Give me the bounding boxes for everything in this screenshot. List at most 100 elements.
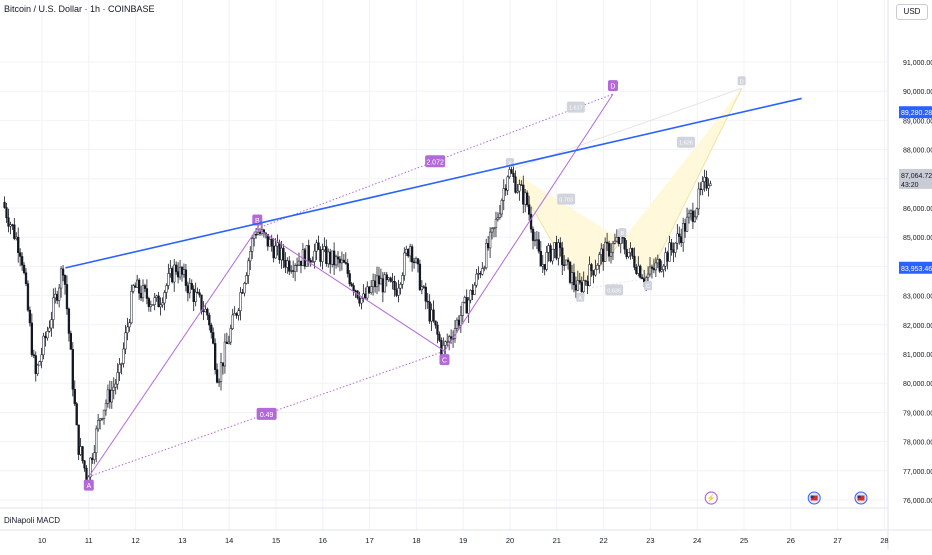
candle-down <box>457 319 461 326</box>
candle-down <box>329 251 332 265</box>
candle-up <box>98 418 102 421</box>
candle-up <box>124 332 127 350</box>
candle-down <box>512 172 515 178</box>
candle-up <box>582 280 585 292</box>
y-tick-label: 80,000.00 <box>903 381 932 388</box>
candle-up <box>397 287 400 296</box>
harmonic-point-label: A <box>578 296 582 302</box>
candle-up <box>391 280 394 283</box>
x-tick-label: 20 <box>506 536 514 545</box>
candle-down <box>235 313 238 316</box>
candle-up <box>118 364 121 373</box>
candle-up <box>399 284 402 289</box>
candle-down <box>202 310 205 313</box>
candle-down <box>22 264 26 273</box>
candle-up <box>243 283 246 294</box>
candle-up <box>15 236 18 239</box>
candle-up <box>401 275 404 285</box>
candle-up <box>611 242 615 253</box>
candle-up <box>50 319 53 329</box>
candle-up <box>448 336 451 342</box>
candle-up <box>383 274 386 293</box>
candle-up <box>297 260 301 266</box>
candle-down <box>319 249 322 262</box>
y-tick-label: 78,000.00 <box>903 440 932 447</box>
harmonic-leg <box>509 169 581 291</box>
candle-down <box>526 192 529 206</box>
candle-up <box>695 208 698 218</box>
candle-down <box>26 283 30 311</box>
candle-down <box>157 295 160 308</box>
harmonic-point-badge <box>576 292 585 302</box>
candle-up <box>112 386 115 391</box>
candle-down <box>284 259 287 268</box>
candle-up <box>664 252 667 267</box>
candle-down <box>307 245 310 261</box>
candle-up <box>576 280 580 291</box>
candle-down <box>625 248 628 258</box>
candle-down <box>537 239 541 252</box>
candle-up <box>48 327 51 332</box>
harmonic-fill-bcd <box>622 88 742 279</box>
indicator-label[interactable]: DiNapoli MACD <box>4 516 61 525</box>
candle-up <box>533 239 537 242</box>
candle-up <box>315 242 318 252</box>
candle-up <box>305 245 308 267</box>
lightning-icon[interactable] <box>704 491 718 505</box>
candle-up <box>237 310 240 316</box>
x-tick-label: 17 <box>365 536 373 545</box>
candle-up <box>253 234 256 239</box>
candle-up <box>110 390 113 403</box>
candle-up <box>496 217 500 220</box>
candle-up <box>293 265 297 272</box>
candle-up <box>42 335 45 356</box>
flag-canton <box>857 495 861 498</box>
candle-up <box>268 239 271 247</box>
candle-down <box>346 263 349 274</box>
candle-down <box>292 270 295 272</box>
candle-up <box>227 341 230 344</box>
candle-down <box>288 260 291 272</box>
candle-up <box>371 280 375 287</box>
candle-up <box>182 269 186 275</box>
candle-up <box>59 268 63 289</box>
candle-up <box>149 304 152 307</box>
x-tick-label: 15 <box>272 536 280 545</box>
candle-up <box>594 269 597 276</box>
currency-button[interactable]: USD <box>896 4 928 20</box>
harmonic-point-badge <box>618 228 627 238</box>
candle-down <box>303 249 307 267</box>
candle-up <box>9 224 12 227</box>
candle-up <box>132 285 135 292</box>
trend-price-label: 89,280.28 <box>901 110 932 117</box>
candle-down <box>543 264 546 270</box>
trendline[interactable] <box>65 97 802 269</box>
x-tick-label: 21 <box>553 536 561 545</box>
candle-down <box>705 176 708 189</box>
candle-down <box>13 224 16 239</box>
candle-down <box>680 236 683 243</box>
candle-up <box>97 420 100 430</box>
candle-down <box>479 273 482 275</box>
candle-up <box>444 341 447 346</box>
candle-down <box>344 262 347 264</box>
candle-down <box>17 236 20 253</box>
candle-down <box>65 284 69 310</box>
candle-up <box>662 265 665 270</box>
candle-up <box>313 250 316 262</box>
candle-down <box>91 457 94 460</box>
candle-up <box>106 389 110 404</box>
candle-down <box>436 324 439 335</box>
candle-down <box>377 275 381 285</box>
candle-up <box>178 266 182 278</box>
candle-down <box>332 250 336 266</box>
x-tick-label: 14 <box>225 536 233 545</box>
candle-up <box>223 341 227 367</box>
y-tick-label: 86,000.00 <box>903 206 932 213</box>
candle-down <box>171 268 174 283</box>
harmonic-point-label: B <box>620 231 624 237</box>
harmonic-point-badge <box>644 281 653 291</box>
candle-up <box>114 383 117 388</box>
